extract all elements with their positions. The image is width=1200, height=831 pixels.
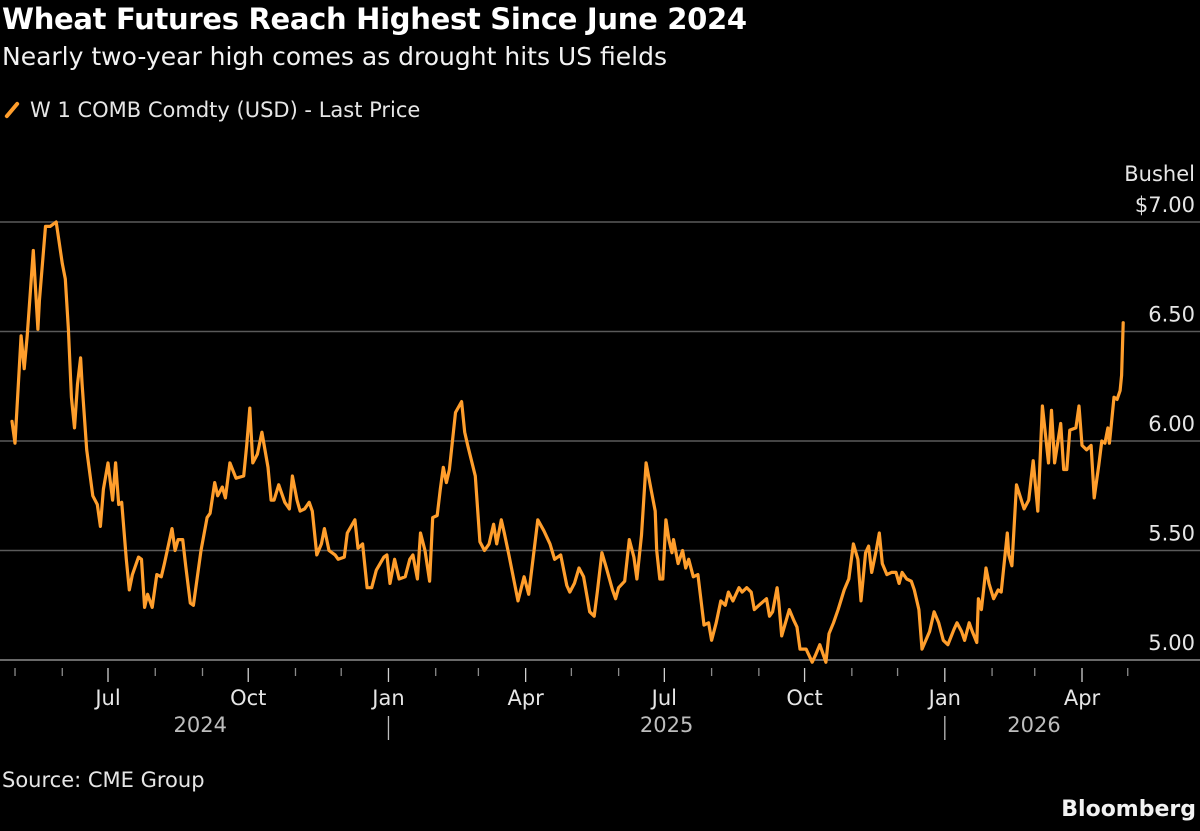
x-tick-label: Oct	[230, 686, 266, 710]
year-label: 2025	[640, 713, 693, 737]
x-tick-label: Jul	[650, 686, 677, 710]
x-tick-label: Oct	[786, 686, 822, 710]
bloomberg-logo: Bloomberg	[1061, 797, 1196, 822]
x-tick-label: Jul	[93, 686, 120, 710]
year-label: 2024	[173, 713, 226, 737]
x-tick-label: Apr	[1064, 686, 1101, 710]
chart-title: Wheat Futures Reach Highest Since June 2…	[2, 2, 747, 36]
year-label: 2026	[1007, 713, 1060, 737]
legend-label: W 1 COMB Comdty (USD) - Last Price	[30, 98, 421, 122]
y-tick-label: $7.00	[1135, 193, 1195, 217]
x-tick-label: Jan	[370, 686, 404, 710]
source-note: Source: CME Group	[2, 768, 205, 792]
x-tick-label: Jan	[927, 686, 961, 710]
y-tick-label: 6.50	[1148, 303, 1195, 327]
y-tick-label: 5.50	[1148, 522, 1195, 546]
y-axis-unit-label: Bushel	[1124, 162, 1195, 186]
price-line	[10, 220, 1125, 664]
legend: W 1 COMB Comdty (USD) - Last Price	[4, 98, 420, 122]
chart-subtitle: Nearly two-year high comes as drought hi…	[2, 42, 668, 71]
y-tick-label: 5.00	[1148, 631, 1195, 655]
x-tick-label: Apr	[507, 686, 544, 710]
y-tick-label: 6.00	[1148, 412, 1195, 436]
